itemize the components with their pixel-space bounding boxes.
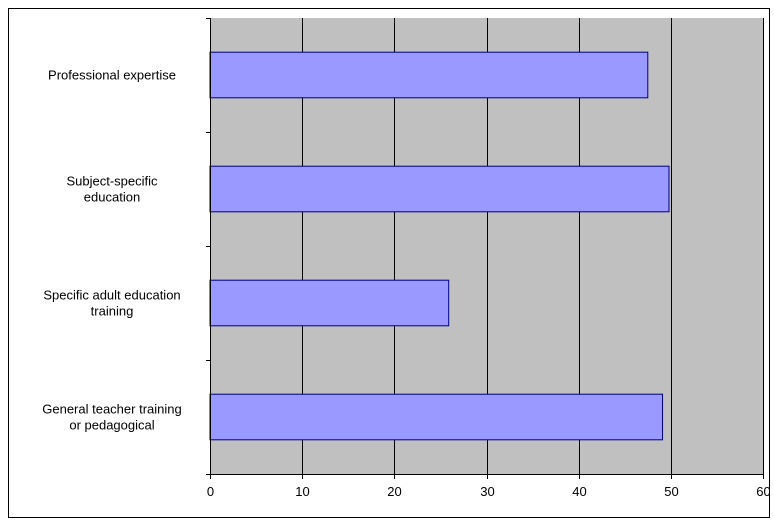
bars	[209, 51, 670, 441]
bar-3	[209, 393, 664, 441]
x-tick-label-60: 60	[756, 484, 769, 499]
x-tick-label-20: 20	[387, 484, 401, 499]
category-label-0: Professional expertise	[48, 68, 176, 83]
bar-chart: 0 10 20 30 40 50 60 Professional expertise Subje…	[42, 18, 769, 500]
x-tick-label-50: 50	[664, 484, 678, 499]
x-tick-label-30: 30	[480, 484, 494, 499]
category-label-2: Specific adult education training	[43, 288, 180, 319]
labels: 0 10 20 30 40 50 60 Professional expertise Subje…	[42, 68, 769, 500]
category-label-line: or pedagogical	[69, 418, 154, 433]
category-label-line: General teacher training	[42, 402, 181, 417]
x-tick-label-0: 0	[207, 484, 214, 499]
category-label-line: Professional expertise	[48, 68, 176, 83]
category-label-line: Subject-specific	[66, 174, 158, 189]
x-tick-label-40: 40	[572, 484, 586, 499]
category-label-line: Specific adult education	[43, 288, 180, 303]
bar-2	[209, 279, 450, 327]
category-label-line: education	[84, 190, 140, 205]
bar-0	[209, 51, 649, 99]
chart-frame: 0 10 20 30 40 50 60 Professional expertise Subje…	[8, 8, 770, 518]
axes	[206, 18, 764, 479]
category-label-3: General teacher training or pedagogical	[42, 402, 181, 433]
x-tick-label-10: 10	[295, 484, 309, 499]
category-label-line: training	[91, 304, 134, 319]
category-label-1: Subject-specific education	[66, 174, 158, 205]
bar-1	[209, 165, 670, 213]
